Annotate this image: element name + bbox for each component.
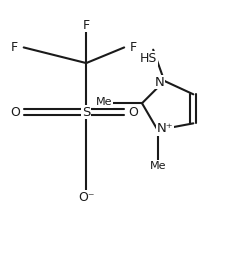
Text: F: F (11, 41, 18, 54)
Text: F: F (82, 19, 89, 32)
Text: Me: Me (95, 97, 112, 107)
Text: HS: HS (140, 52, 157, 65)
Text: N⁺: N⁺ (156, 122, 173, 135)
Text: S: S (82, 106, 90, 119)
Text: O: O (10, 106, 20, 119)
Text: O: O (128, 106, 137, 119)
Text: O⁻: O⁻ (78, 190, 94, 204)
Text: Me: Me (149, 161, 165, 171)
Text: F: F (129, 41, 136, 54)
Text: N: N (154, 76, 164, 89)
